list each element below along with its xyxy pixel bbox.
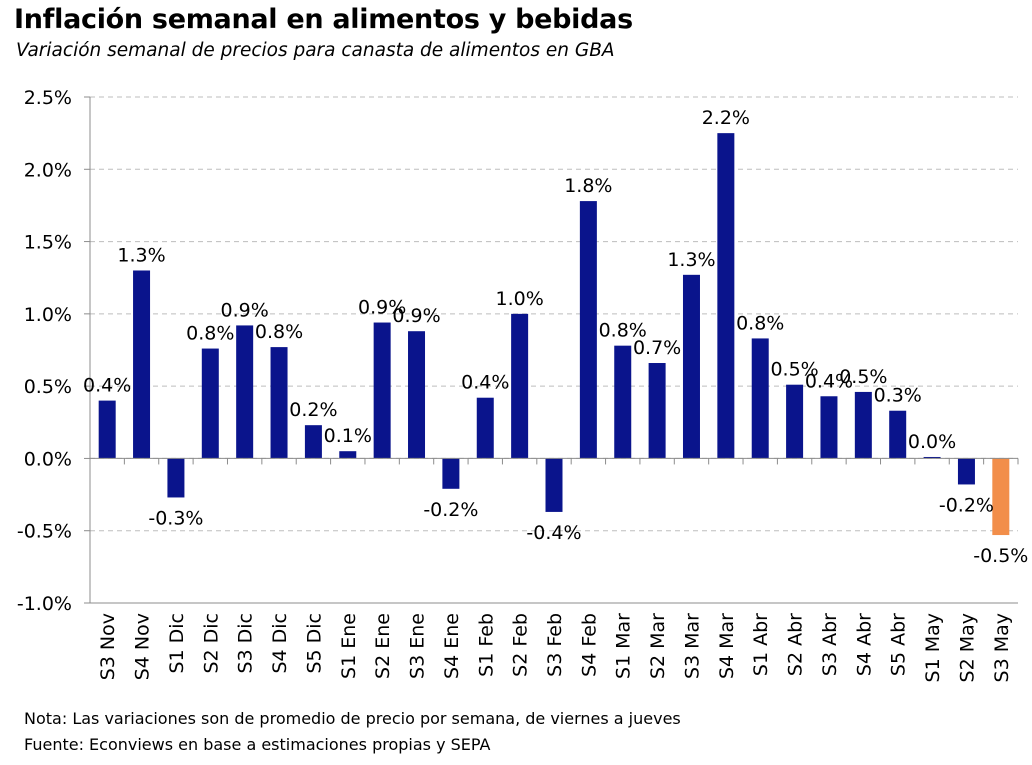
bar-s1-may xyxy=(923,456,941,459)
data-label: 1.3% xyxy=(667,249,715,271)
bar-s4-ene xyxy=(442,458,460,489)
data-label: 0.5% xyxy=(839,366,887,388)
bar-s1-mar xyxy=(614,345,632,459)
data-labels: 0.4%1.3%-0.3%0.8%0.9%0.8%0.2%0.1%0.9%0.9… xyxy=(83,107,1028,567)
x-tick-label: S2 Dic xyxy=(200,613,222,674)
bar-s4-nov xyxy=(133,270,151,459)
axes xyxy=(84,96,1019,604)
data-label: 0.4% xyxy=(83,375,131,397)
x-tick-label: S1 May xyxy=(922,613,944,682)
x-tick-label: S4 Mar xyxy=(716,613,738,679)
bar-s2-may xyxy=(957,458,975,485)
data-label: 0.8% xyxy=(255,321,303,343)
x-tick-label: S4 Abr xyxy=(853,613,875,676)
x-tick-label: S3 Feb xyxy=(544,613,566,677)
data-label: 0.4% xyxy=(461,372,509,394)
data-label: 0.7% xyxy=(633,337,681,359)
data-label: 1.0% xyxy=(495,288,543,310)
bar-s4-dic xyxy=(270,347,288,459)
x-tick-label: S2 Mar xyxy=(647,613,669,679)
data-label: -0.5% xyxy=(973,545,1028,567)
data-label: 0.1% xyxy=(324,425,372,447)
bar-s2-abr xyxy=(786,384,804,459)
x-tick-label: S1 Dic xyxy=(166,613,188,674)
bar-s4-feb xyxy=(579,201,597,459)
data-label: 1.3% xyxy=(117,244,165,266)
data-label: 0.8% xyxy=(186,323,234,345)
x-tick-label: S1 Abr xyxy=(750,613,772,676)
x-tick-label: S4 Feb xyxy=(578,613,600,677)
x-tick-label: S2 Feb xyxy=(510,613,532,677)
bar-s3-abr xyxy=(820,396,838,459)
x-tick-label: S4 Ene xyxy=(441,613,463,679)
bar-s1-abr xyxy=(751,338,769,459)
y-tick-label: 1.5% xyxy=(24,232,72,254)
bar-s1-feb xyxy=(476,397,494,459)
data-label: 0.5% xyxy=(770,359,818,381)
chart-subtitle: Variación semanal de precios para canast… xyxy=(16,40,615,61)
bar-s3-dic xyxy=(236,325,254,459)
bar-s2-ene xyxy=(373,322,391,459)
bar-s3-mar xyxy=(682,274,700,459)
data-label: 0.0% xyxy=(908,431,956,453)
x-tick-label: S5 Dic xyxy=(303,613,325,674)
data-label: 0.2% xyxy=(289,399,337,421)
bar-s2-feb xyxy=(511,313,529,459)
y-tick-label: 0.5% xyxy=(24,376,72,398)
chart-title: Inflación semanal en alimentos y bebidas xyxy=(14,4,633,35)
footnote: Nota: Las variaciones son de promedio de… xyxy=(24,709,681,728)
data-label: 2.2% xyxy=(702,107,750,129)
data-label: 1.8% xyxy=(564,175,612,197)
bar-s4-mar xyxy=(717,133,735,459)
y-axis-ticks: 2.5% 2.0% 1.5% 1.0% 0.5% 0.0% -0.5% -1.0% xyxy=(17,87,72,615)
data-label: -0.4% xyxy=(526,522,581,544)
x-tick-label: S1 Ene xyxy=(338,613,360,679)
y-tick-label: 0.0% xyxy=(24,448,72,470)
x-tick-label: S1 Mar xyxy=(613,613,635,679)
x-tick-label: S2 May xyxy=(956,613,978,682)
y-tick-label: 2.5% xyxy=(24,87,72,109)
data-label: 0.9% xyxy=(392,305,440,327)
bar-s4-abr xyxy=(854,391,872,459)
bar-s3-ene xyxy=(408,331,426,459)
x-tick-label: S3 Abr xyxy=(819,613,841,676)
bar-s1-dic xyxy=(167,458,185,498)
x-tick-label: S1 Feb xyxy=(475,613,497,677)
bar-s3-nov xyxy=(98,400,116,459)
data-label: -0.3% xyxy=(148,507,203,529)
x-tick-label: S4 Dic xyxy=(269,613,291,674)
y-tick-label: 1.0% xyxy=(24,304,72,326)
bar-s2-mar xyxy=(648,363,666,459)
bars xyxy=(98,133,1010,536)
y-tick-label: 2.0% xyxy=(24,159,72,181)
bar-s5-abr xyxy=(889,410,907,459)
x-tick-label: S4 Nov xyxy=(132,613,154,680)
data-label: -0.2% xyxy=(423,499,478,521)
x-tick-label: S3 May xyxy=(991,613,1013,682)
y-tick-label: -0.5% xyxy=(17,521,72,543)
x-tick-label: S3 Ene xyxy=(407,613,429,679)
x-tick-label: S3 Dic xyxy=(235,613,257,674)
x-tick-label: S2 Ene xyxy=(372,613,394,679)
x-tick-label: S2 Abr xyxy=(785,613,807,676)
y-tick-label: -1.0% xyxy=(17,593,72,615)
x-tick-label: S5 Abr xyxy=(888,613,910,676)
bar-s3-may xyxy=(992,458,1010,536)
data-label: 0.8% xyxy=(736,312,784,334)
source-note: Fuente: Econviews en base a estimaciones… xyxy=(24,735,491,754)
bar-s5-dic xyxy=(304,425,322,459)
data-label: 0.8% xyxy=(599,320,647,342)
x-tick-label: S3 Nov xyxy=(97,613,119,680)
x-axis-labels: S3 Nov S4 Nov S1 Dic S2 Dic S3 Dic S4 Dic S5 D… xyxy=(97,613,1013,683)
data-label: 0.3% xyxy=(874,385,922,407)
data-label: 0.9% xyxy=(221,299,269,321)
x-tick-label: S3 Mar xyxy=(681,613,703,679)
bar-s1-ene xyxy=(339,451,357,459)
bar-s3-feb xyxy=(545,458,563,512)
data-label: -0.2% xyxy=(939,494,994,516)
data-label: 0.9% xyxy=(358,297,406,319)
data-label: 0.4% xyxy=(805,370,853,392)
bar-s2-dic xyxy=(201,348,219,459)
